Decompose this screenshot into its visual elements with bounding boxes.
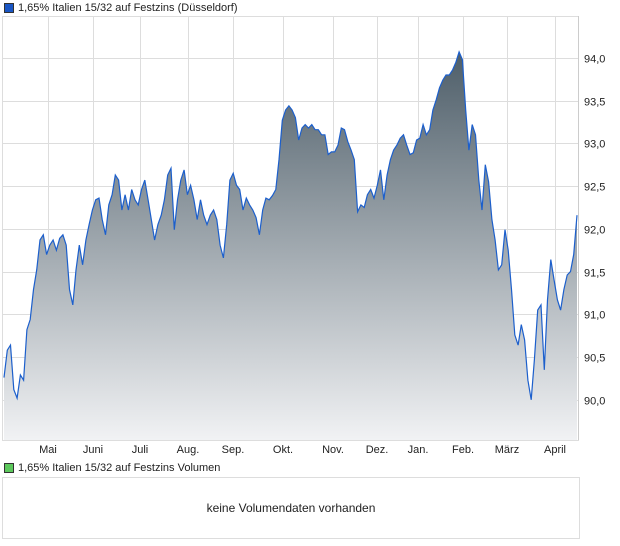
price-chart: Mai Juni Juli Aug. Sep. Okt. Nov. Dez. Jan. Feb. M… [2, 16, 605, 456]
volume-legend-swatch [4, 463, 14, 473]
volume-panel: keine Volumendaten vorhanden [2, 477, 580, 539]
y-tick-label: 90,5 [584, 353, 605, 365]
price-line [3, 50, 578, 401]
x-tick-label: Jan. [408, 444, 429, 456]
x-tick-label: April [544, 444, 566, 456]
x-tick-label: Okt. [273, 444, 293, 456]
volume-legend: 1,65% Italien 15/32 auf Festzins Volumen [4, 462, 220, 474]
x-tick-label: Dez. [366, 444, 389, 456]
x-tick-label: Feb. [452, 444, 474, 456]
price-area-fill [4, 51, 577, 441]
price-legend-label: 1,65% Italien 15/32 auf Festzins (Düssel… [18, 2, 238, 14]
x-tick-label: Juli [132, 444, 149, 456]
y-tick-label: 94,0 [584, 54, 605, 66]
y-tick-label: 91,0 [584, 310, 605, 322]
x-tick-label: Aug. [177, 444, 200, 456]
y-tick-label: 93,5 [584, 97, 605, 109]
price-legend-swatch [4, 3, 14, 13]
x-tick-label: Nov. [322, 444, 344, 456]
x-tick-label: Sep. [222, 444, 245, 456]
price-legend: 1,65% Italien 15/32 auf Festzins (Düssel… [4, 2, 238, 14]
x-tick-label: Juni [83, 444, 103, 456]
y-tick-label: 92,5 [584, 182, 605, 194]
y-tick-label: 91,5 [584, 268, 605, 280]
y-tick-label: 93,0 [584, 139, 605, 151]
no-volume-message: keine Volumendaten vorhanden [206, 501, 376, 515]
y-tick-label: 90,0 [584, 396, 605, 408]
volume-legend-label: 1,65% Italien 15/32 auf Festzins Volumen [18, 462, 221, 474]
x-tick-label: Mai [39, 444, 57, 456]
x-tick-label: März [495, 444, 519, 456]
y-tick-label: 92,0 [584, 225, 605, 237]
